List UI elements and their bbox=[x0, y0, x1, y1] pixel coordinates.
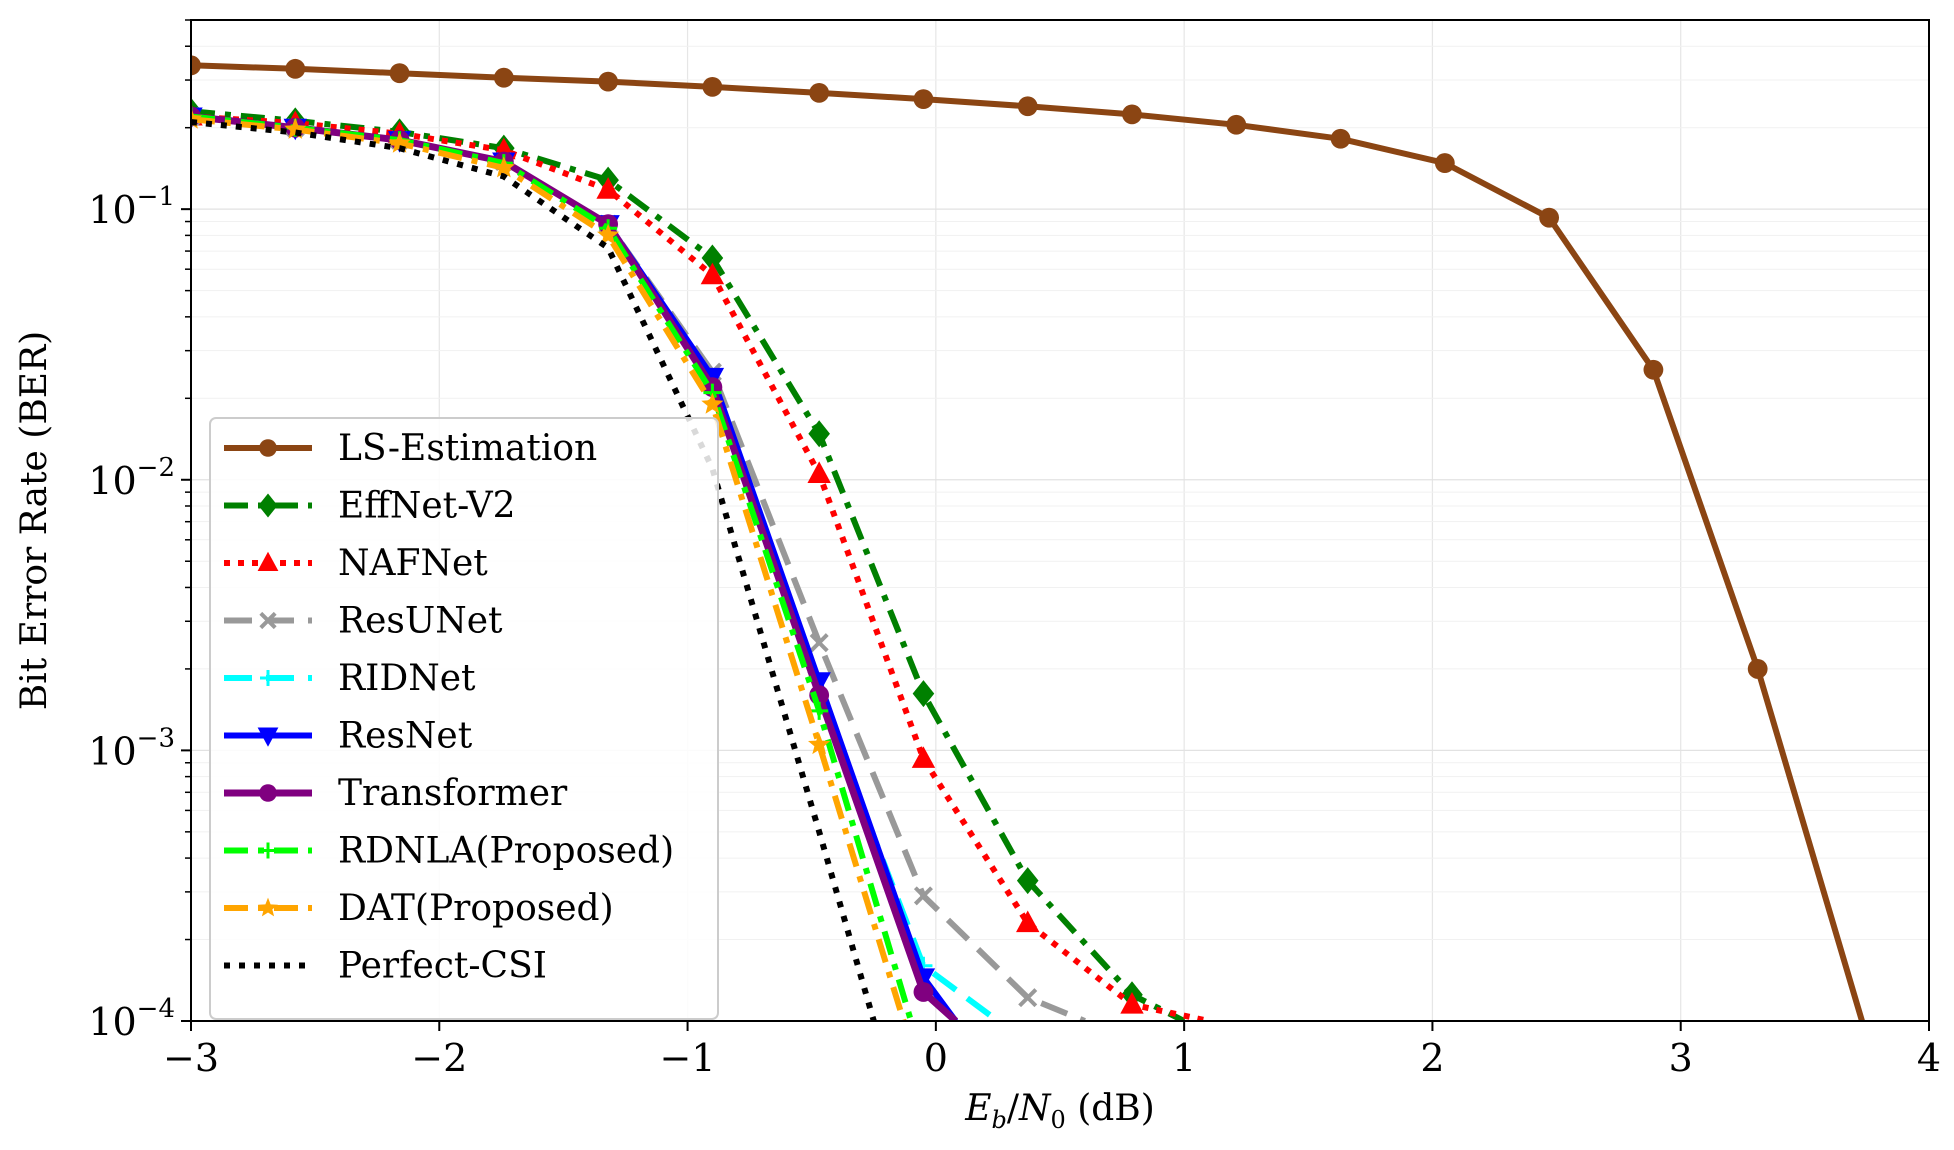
legend-marker bbox=[260, 670, 276, 686]
legend-entry-resnet: ResNet bbox=[224, 716, 473, 757]
legend-label: LS-Estimation bbox=[338, 428, 597, 469]
legend-entry-perfect-csi: Perfect-CSI bbox=[224, 946, 547, 987]
legend-label: EffNet-V2 bbox=[338, 486, 516, 527]
legend-entry-ridnet: RIDNet bbox=[224, 658, 476, 699]
ticks: −3 −2 −1 0 1 2 3 4 10−1 10−2 10−3 10−4 bbox=[88, 19, 1941, 1080]
data-point bbox=[285, 58, 306, 79]
data-point bbox=[1016, 910, 1040, 933]
legend-marker bbox=[260, 842, 276, 859]
x-tick-label: 1 bbox=[1172, 1036, 1196, 1080]
y-tick-label: 10−2 bbox=[88, 453, 175, 503]
series-line-perfect-csi bbox=[191, 119, 877, 1021]
data-point bbox=[1120, 991, 1144, 1014]
x-tick-label: −1 bbox=[660, 1036, 716, 1080]
x-tick-label: −3 bbox=[163, 1036, 219, 1080]
series-group bbox=[191, 55, 1865, 1021]
data-point bbox=[1643, 359, 1664, 380]
legend-label: DAT(Proposed) bbox=[338, 888, 614, 929]
legend-entry-dat-proposed: DAT(Proposed) bbox=[224, 888, 614, 929]
legend-marker bbox=[258, 493, 278, 518]
legend-label: RDNLA(Proposed) bbox=[338, 831, 674, 872]
legend-entry-resunet: ResUNet bbox=[224, 601, 503, 642]
data-point bbox=[809, 633, 829, 653]
legend: LS-Estimation EffNet-V2 NAFNet ResUNet RIDNe… bbox=[209, 417, 719, 1020]
legend-box bbox=[209, 417, 719, 1020]
data-point bbox=[596, 177, 620, 199]
data-point bbox=[810, 701, 829, 720]
x-tick-label: 3 bbox=[1669, 1036, 1693, 1080]
legend-marker bbox=[259, 611, 277, 630]
data-point bbox=[191, 55, 201, 76]
data-point bbox=[913, 982, 934, 1002]
x-tick-label: 2 bbox=[1420, 1036, 1444, 1080]
legend-label: RIDNet bbox=[338, 658, 476, 699]
legend-marker bbox=[258, 897, 278, 917]
data-point bbox=[1018, 988, 1038, 1008]
y-tick-label: 10−3 bbox=[88, 723, 175, 773]
data-point bbox=[1016, 867, 1039, 895]
series-dat-proposed bbox=[191, 107, 907, 1021]
y-axis-label: Bit Error Rate (BER) bbox=[14, 331, 55, 710]
legend-marker bbox=[257, 551, 279, 571]
data-point bbox=[808, 420, 830, 448]
data-point bbox=[912, 680, 935, 708]
data-point bbox=[598, 71, 619, 92]
data-point bbox=[701, 244, 724, 272]
legend-marker bbox=[259, 784, 277, 802]
y-tick-label: 10−1 bbox=[88, 182, 175, 232]
legend-entry-effnet-v2: EffNet-V2 bbox=[224, 486, 516, 527]
data-point bbox=[1017, 96, 1038, 117]
x-tick-label: 4 bbox=[1917, 1036, 1941, 1080]
legend-marker bbox=[257, 727, 279, 747]
legend-entry-ls-estimation: LS-Estimation bbox=[224, 428, 597, 469]
legend-label: ResUNet bbox=[338, 601, 503, 642]
data-point bbox=[389, 63, 410, 84]
data-point bbox=[284, 117, 307, 139]
data-point bbox=[597, 223, 620, 245]
data-point bbox=[913, 886, 933, 906]
data-point bbox=[1434, 153, 1455, 173]
legend-entry-transformer: Transformer bbox=[224, 773, 568, 814]
data-point bbox=[807, 461, 831, 484]
legend-label: Transformer bbox=[338, 773, 568, 814]
data-point bbox=[913, 89, 934, 110]
data-point bbox=[1330, 128, 1351, 149]
data-point bbox=[1122, 104, 1142, 125]
data-point bbox=[911, 746, 936, 768]
data-point bbox=[701, 392, 724, 414]
data-point bbox=[700, 262, 725, 285]
series-line-dat-proposed bbox=[191, 116, 907, 1021]
data-point bbox=[1747, 659, 1768, 679]
legend-label: NAFNet bbox=[338, 543, 488, 584]
legend-label: ResNet bbox=[338, 716, 473, 757]
x-axis-label: Eb/N0 (dB) bbox=[964, 1088, 1155, 1134]
y-tick-label: 10−4 bbox=[88, 994, 175, 1044]
data-point bbox=[1226, 114, 1247, 135]
plot-frame bbox=[190, 19, 1930, 1022]
legend-entry-nafnet: NAFNet bbox=[224, 543, 488, 584]
data-point bbox=[809, 82, 830, 103]
x-tick-label: −2 bbox=[411, 1036, 467, 1080]
data-point bbox=[1539, 207, 1560, 228]
data-point bbox=[388, 131, 411, 153]
legend-label: Perfect-CSI bbox=[338, 946, 547, 987]
data-point bbox=[702, 76, 723, 97]
legend-marker bbox=[259, 439, 277, 457]
series-perfect-csi bbox=[191, 119, 877, 1021]
data-point bbox=[493, 67, 514, 88]
data-point bbox=[492, 156, 515, 178]
x-tick-label: 0 bbox=[924, 1036, 948, 1080]
data-point bbox=[808, 732, 831, 755]
legend-entry-rdnla-proposed: RDNLA(Proposed) bbox=[224, 831, 674, 872]
series-ls-estimation bbox=[191, 55, 1865, 1021]
